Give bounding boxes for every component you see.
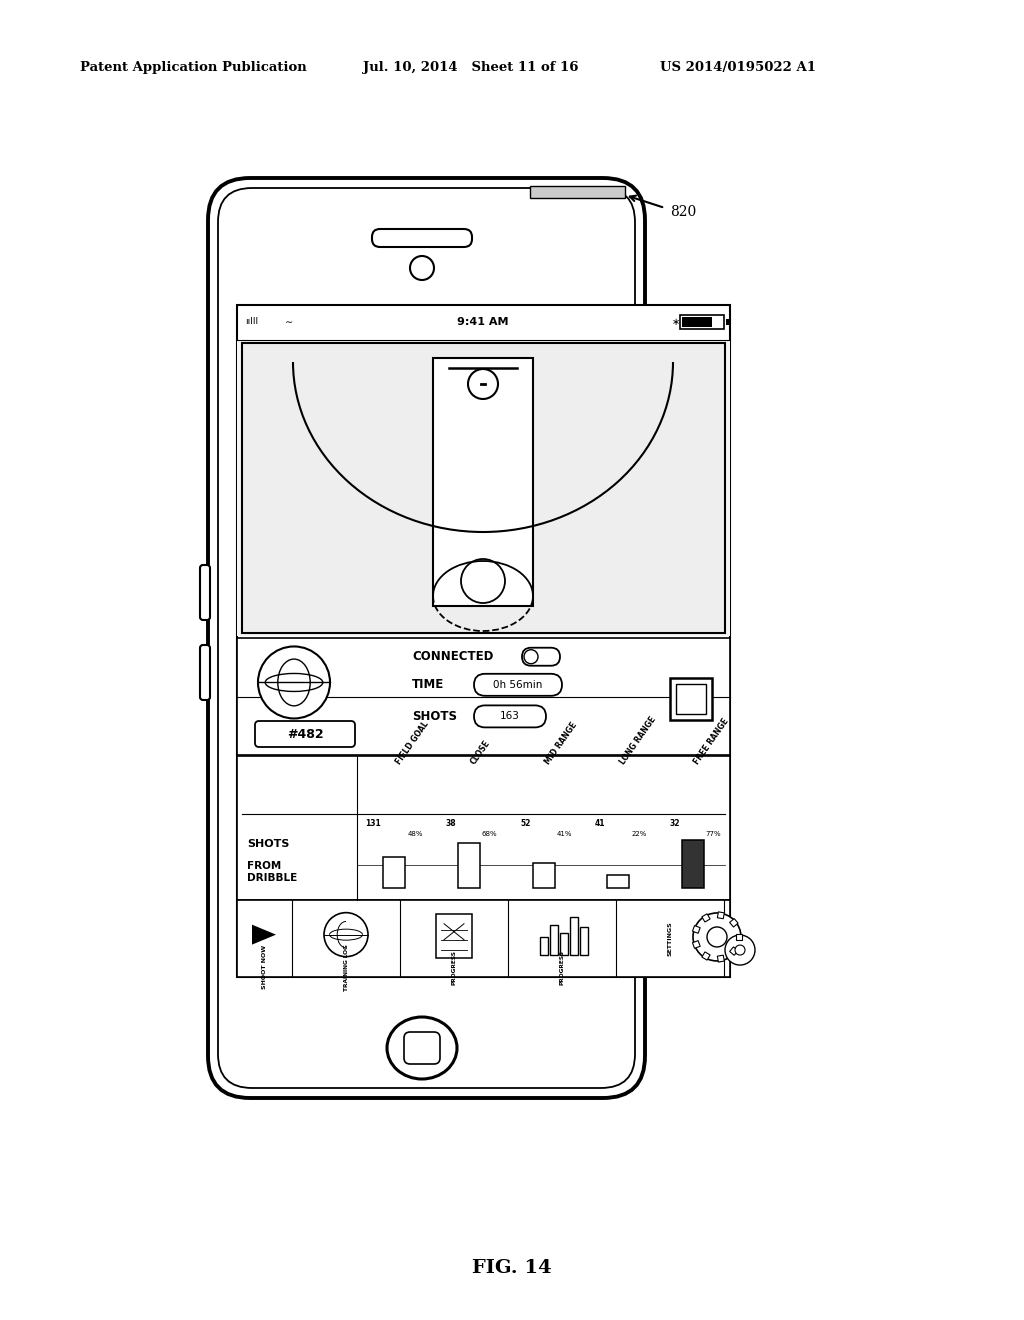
Text: ∗: ∗ bbox=[672, 317, 680, 327]
Circle shape bbox=[725, 935, 755, 965]
FancyBboxPatch shape bbox=[474, 673, 562, 696]
Text: 32: 32 bbox=[670, 820, 680, 829]
Text: SETTINGS: SETTINGS bbox=[668, 921, 673, 956]
Bar bbox=[718, 956, 724, 962]
Circle shape bbox=[324, 912, 368, 957]
Circle shape bbox=[693, 913, 741, 961]
Text: LONG RANGE: LONG RANGE bbox=[618, 715, 657, 766]
Bar bbox=[682, 317, 712, 327]
Circle shape bbox=[461, 558, 505, 603]
Bar bbox=[560, 933, 568, 954]
Text: ∼: ∼ bbox=[285, 317, 293, 327]
Bar bbox=[530, 186, 625, 198]
Text: FIG. 14: FIG. 14 bbox=[472, 1259, 552, 1276]
Text: ıılll: ıılll bbox=[245, 318, 258, 326]
Circle shape bbox=[410, 256, 434, 280]
Bar bbox=[383, 857, 406, 888]
Bar bbox=[701, 913, 710, 921]
Text: US 2014/0195022 A1: US 2014/0195022 A1 bbox=[660, 62, 816, 74]
Text: 77%: 77% bbox=[706, 832, 721, 837]
Bar bbox=[730, 946, 738, 956]
Bar bbox=[433, 358, 534, 606]
FancyBboxPatch shape bbox=[218, 187, 635, 1088]
Text: #482: #482 bbox=[287, 727, 324, 741]
Bar bbox=[670, 678, 712, 719]
FancyBboxPatch shape bbox=[200, 645, 210, 700]
Bar bbox=[736, 935, 742, 940]
Bar bbox=[570, 917, 578, 954]
Circle shape bbox=[468, 370, 498, 399]
Bar bbox=[237, 756, 730, 900]
FancyBboxPatch shape bbox=[208, 178, 645, 1098]
Text: 163: 163 bbox=[500, 711, 520, 722]
Bar bbox=[532, 863, 555, 888]
Bar bbox=[458, 843, 480, 888]
Text: TIME: TIME bbox=[412, 678, 444, 692]
Text: Jul. 10, 2014   Sheet 11 of 16: Jul. 10, 2014 Sheet 11 of 16 bbox=[362, 62, 579, 74]
Text: 22%: 22% bbox=[631, 832, 646, 837]
Bar bbox=[237, 638, 730, 755]
Circle shape bbox=[258, 647, 330, 718]
FancyBboxPatch shape bbox=[474, 705, 546, 727]
Bar bbox=[607, 875, 629, 888]
FancyBboxPatch shape bbox=[643, 520, 653, 570]
Bar bbox=[550, 925, 558, 954]
Text: PROGRESS: PROGRESS bbox=[559, 950, 564, 986]
FancyBboxPatch shape bbox=[372, 228, 472, 247]
Ellipse shape bbox=[387, 1016, 457, 1078]
Text: 131: 131 bbox=[366, 820, 381, 829]
Circle shape bbox=[707, 927, 727, 946]
Text: FREE RANGE: FREE RANGE bbox=[692, 717, 731, 766]
Bar bbox=[237, 341, 730, 636]
Bar bbox=[676, 684, 706, 714]
Text: 41%: 41% bbox=[556, 832, 572, 837]
Text: 38: 38 bbox=[445, 820, 456, 829]
Text: -2%: -2% bbox=[461, 882, 477, 891]
Text: MID RANGE: MID RANGE bbox=[544, 721, 580, 766]
Text: 68%: 68% bbox=[482, 832, 498, 837]
Bar bbox=[580, 927, 588, 954]
Text: CLOSE: CLOSE bbox=[469, 739, 492, 766]
Text: CONNECTED: CONNECTED bbox=[412, 651, 494, 663]
Text: -6%: -6% bbox=[536, 882, 552, 891]
Circle shape bbox=[735, 945, 745, 956]
Polygon shape bbox=[252, 924, 276, 945]
Bar bbox=[701, 952, 710, 960]
Text: -4%: -4% bbox=[386, 882, 402, 891]
Text: 0h 56min: 0h 56min bbox=[494, 680, 543, 690]
Text: SHOTS: SHOTS bbox=[412, 710, 457, 723]
Text: 48%: 48% bbox=[408, 832, 423, 837]
Text: 824: 824 bbox=[670, 558, 696, 572]
Text: 52: 52 bbox=[520, 820, 530, 829]
Bar bbox=[242, 343, 725, 634]
Bar bbox=[730, 919, 738, 927]
Text: 9:41 AM: 9:41 AM bbox=[458, 317, 509, 327]
Text: 820: 820 bbox=[670, 205, 696, 219]
FancyBboxPatch shape bbox=[404, 1032, 440, 1064]
Bar bbox=[540, 937, 548, 954]
FancyBboxPatch shape bbox=[200, 565, 210, 620]
Bar bbox=[718, 912, 724, 919]
Text: +2%: +2% bbox=[608, 882, 628, 891]
Bar bbox=[682, 840, 703, 888]
Text: TRAINING LOG: TRAINING LOG bbox=[343, 945, 348, 991]
FancyBboxPatch shape bbox=[255, 721, 355, 747]
Text: SHOTS: SHOTS bbox=[247, 840, 290, 849]
Bar bbox=[726, 319, 730, 325]
Text: FIELD GOAL: FIELD GOAL bbox=[394, 719, 431, 766]
Circle shape bbox=[524, 649, 538, 664]
Text: Patent Application Publication: Patent Application Publication bbox=[80, 62, 307, 74]
Text: SHOOT NOW: SHOOT NOW bbox=[261, 945, 266, 989]
Bar bbox=[237, 305, 730, 977]
Bar bbox=[692, 925, 700, 933]
Bar bbox=[436, 913, 472, 958]
Bar bbox=[680, 315, 724, 329]
Bar bbox=[692, 941, 700, 948]
Text: 41: 41 bbox=[595, 820, 605, 829]
Text: FROM
DRIBBLE: FROM DRIBBLE bbox=[247, 861, 297, 883]
Bar bbox=[237, 900, 730, 977]
FancyBboxPatch shape bbox=[522, 648, 560, 665]
Text: PROGRESS: PROGRESS bbox=[452, 950, 457, 986]
